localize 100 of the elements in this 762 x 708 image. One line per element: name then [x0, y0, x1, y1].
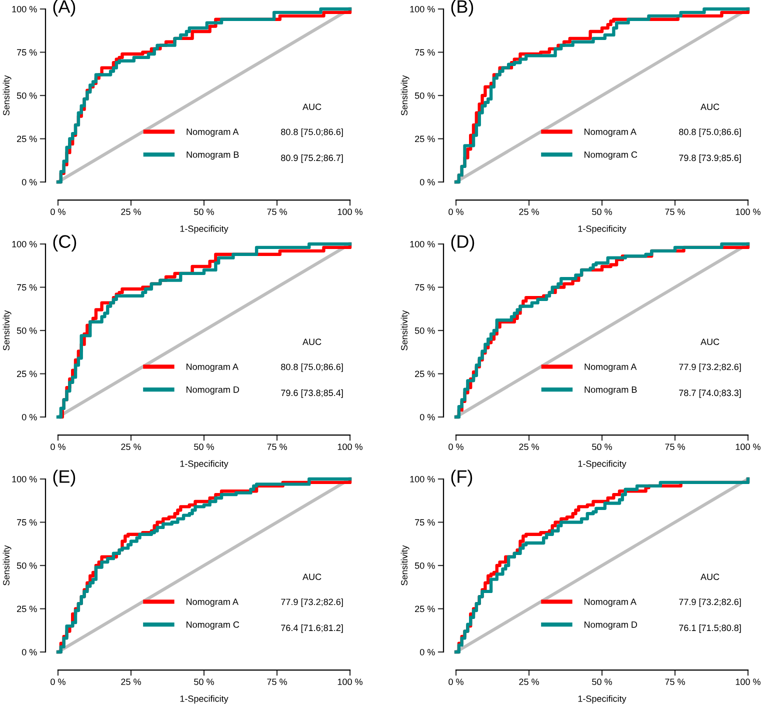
y-axis-title: Sensitivity: [2, 310, 12, 350]
y-tick-label: 25 %: [17, 370, 37, 378]
x-tick-label: 25 %: [121, 678, 141, 686]
legend-label: Nomogram D: [584, 621, 638, 630]
x-tick-label: 75 %: [665, 678, 685, 686]
y-tick-label: 0 %: [420, 178, 435, 186]
annotation: 77.9 [73.2;82.6]: [679, 598, 741, 607]
annotation: 80.8 [75.0;86.6]: [679, 128, 741, 137]
legend-label: Nomogram A: [584, 364, 637, 372]
x-tick-label: 100 %: [338, 444, 362, 450]
annotation: 77.9 [73.2;82.6]: [679, 363, 741, 372]
annotation: AUC: [700, 104, 720, 110]
x-axis-title: 1-Specificity: [578, 225, 626, 234]
annotation: 77.9 [73.2;82.6]: [281, 598, 343, 607]
x-axis-title: 1-Specificity: [180, 225, 228, 234]
x-tick-label: 75 %: [665, 444, 685, 450]
chart-title: (E): [53, 470, 76, 487]
x-tick-label: 100 %: [736, 208, 760, 216]
y-tick-label: 75 %: [17, 284, 37, 291]
y-tick-label: 0 %: [22, 648, 37, 656]
x-tick-label: 0 %: [448, 208, 464, 216]
x-tick-label: 0 %: [448, 444, 464, 450]
x-tick-label: 25 %: [519, 208, 539, 216]
y-tick-label: 75 %: [415, 49, 435, 56]
legend-label: Nomogram C: [186, 621, 240, 630]
y-tick-label: 100 %: [410, 240, 435, 248]
annotation: AUC: [302, 338, 322, 346]
annotation: 76.4 [71.6;81.2]: [281, 624, 343, 633]
y-tick-label: 75 %: [415, 519, 435, 526]
legend-label: Nomogram A: [186, 128, 239, 137]
x-tick-label: 0 %: [50, 444, 66, 450]
y-tick-label: 0 %: [22, 414, 37, 420]
chart-title: (A): [53, 0, 76, 17]
x-axis-title: 1-Specificity: [180, 695, 228, 704]
annotation: 76.1 [71.5;80.8]: [679, 624, 741, 633]
y-tick-label: 100 %: [12, 476, 37, 482]
annotation: 80.9 [75.2;86.7]: [281, 154, 343, 163]
y-axis-title: Sensitivity: [2, 75, 12, 116]
x-tick-label: 50 %: [194, 208, 214, 216]
annotation: 78.7 [74.0;83.3]: [679, 389, 741, 398]
annotation: AUC: [302, 574, 322, 580]
legend-label: Nomogram B: [186, 151, 239, 160]
y-tick-label: 50 %: [414, 327, 435, 334]
legend-label: Nomogram A: [584, 128, 636, 137]
x-tick-label: 100 %: [736, 678, 760, 686]
legend-label: Nomogram B: [584, 386, 637, 395]
chart-title: (D): [451, 234, 474, 252]
annotation: AUC: [302, 104, 322, 110]
annotation: 79.8 [73.9;85.6]: [679, 154, 741, 163]
y-axis-title: Sensitivity: [400, 310, 410, 350]
chart-title: (C): [53, 234, 76, 252]
x-tick-label: 100 %: [338, 678, 362, 686]
y-tick-label: 0 %: [420, 648, 435, 656]
annotation: 80.8 [75.0;86.6]: [281, 128, 343, 137]
y-tick-label: 50 %: [414, 92, 435, 99]
x-tick-label: 0 %: [448, 678, 464, 686]
y-tick-label: 25 %: [415, 606, 435, 612]
x-axis-title: 1-Specificity: [578, 460, 626, 469]
y-tick-label: 75 %: [17, 49, 37, 56]
x-tick-label: 0 %: [50, 678, 66, 686]
annotation: 80.8 [75.0;86.6]: [281, 363, 343, 372]
chart-title: (F): [451, 470, 472, 487]
y-tick-label: 100 %: [12, 240, 37, 248]
x-tick-label: 25 %: [519, 678, 539, 686]
y-tick-label: 50 %: [414, 562, 435, 569]
x-tick-label: 50 %: [194, 444, 214, 450]
y-tick-label: 100 %: [410, 6, 435, 12]
legend-label: Nomogram D: [186, 386, 240, 395]
x-tick-label: 50 %: [194, 678, 214, 686]
x-tick-label: 50 %: [592, 444, 612, 450]
legend-label: Nomogram A: [584, 598, 636, 607]
y-tick-label: 0 %: [22, 178, 37, 186]
x-tick-label: 0 %: [50, 208, 66, 216]
x-tick-label: 25 %: [121, 444, 141, 450]
x-tick-label: 50 %: [592, 678, 612, 686]
x-tick-label: 75 %: [267, 678, 287, 686]
x-tick-label: 50 %: [592, 208, 612, 216]
y-axis-title: Sensitivity: [400, 75, 410, 116]
x-axis-title: 1-Specificity: [578, 695, 626, 704]
y-tick-label: 75 %: [17, 519, 37, 526]
legend-label: Nomogram A: [186, 364, 238, 372]
y-axis-title: Sensitivity: [400, 545, 410, 586]
x-tick-label: 75 %: [267, 444, 287, 450]
y-tick-label: 50 %: [16, 92, 37, 99]
legend-label: Nomogram A: [186, 598, 238, 607]
annotation: AUC: [700, 338, 720, 346]
x-tick-label: 25 %: [519, 444, 539, 450]
x-axis-title: 1-Specificity: [180, 460, 228, 469]
y-axis-title: Sensitivity: [2, 545, 12, 586]
y-tick-label: 25 %: [415, 136, 435, 142]
y-tick-label: 25 %: [17, 606, 37, 612]
x-tick-label: 100 %: [736, 444, 760, 450]
chart-title: (B): [451, 0, 474, 17]
x-tick-label: 100 %: [338, 208, 362, 216]
x-tick-label: 75 %: [665, 208, 685, 216]
legend-label: Nomogram C: [584, 151, 638, 160]
y-tick-label: 100 %: [410, 476, 435, 482]
y-tick-label: 25 %: [415, 370, 435, 378]
y-tick-label: 75 %: [415, 284, 435, 291]
annotation: 79.6 [73.8;85.4]: [281, 389, 343, 398]
